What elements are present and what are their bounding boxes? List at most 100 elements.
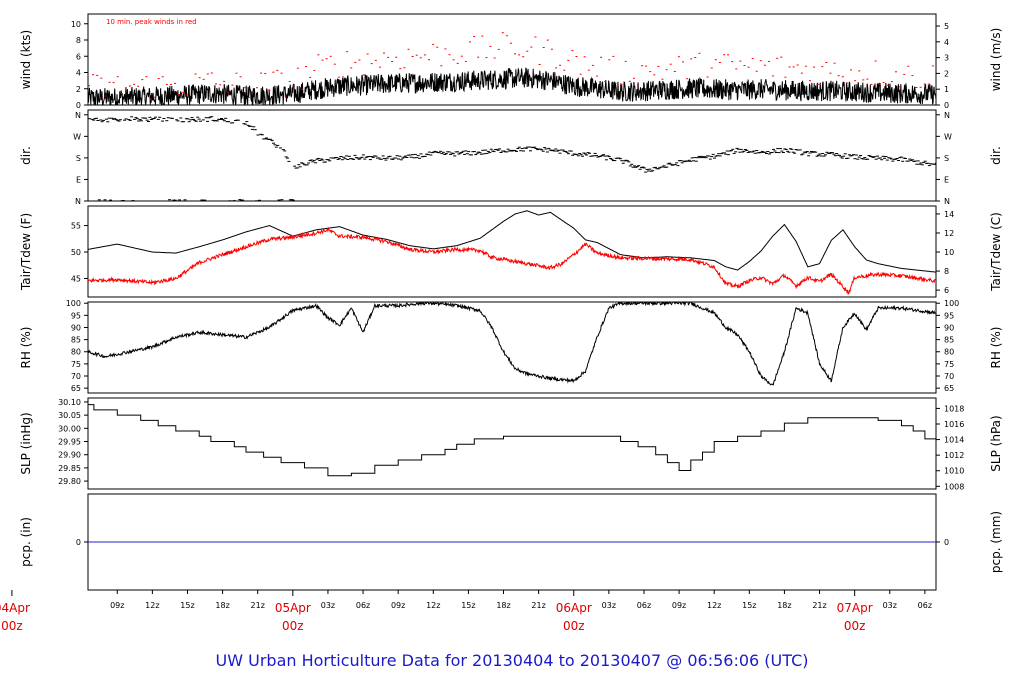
series-point-direction [538,148,542,150]
series-point-peak [542,47,545,48]
series-point-direction [894,158,898,160]
right-tick-label-wind: 5 [944,22,949,31]
series-point-direction [613,160,617,162]
series-point-direction [508,150,511,152]
series-point-direction [204,117,208,119]
series-point-direction [397,158,400,160]
series-point-direction [399,159,403,161]
series-point-direction [783,148,787,150]
series-point-direction [340,159,344,161]
series-point-direction [575,153,579,155]
series-point-direction [338,157,341,159]
x-tick-label: 09z [672,601,686,610]
series-point-peak [768,60,770,62]
series-point-peak [116,76,119,78]
series-point-direction [371,156,375,158]
series-point-direction [252,126,256,128]
series-point-peak [280,72,283,74]
series-point-direction [155,200,159,201]
series-point-peak [850,69,852,71]
series-point-direction [408,154,412,156]
series-point-peak [751,58,754,60]
series-point-direction [152,118,156,119]
series-SLP [88,404,936,477]
series-point-peak [657,65,660,67]
series-point-direction [901,160,905,162]
right-tick-label-temp: 10 [944,248,954,257]
series-point-direction [460,152,464,153]
series-point-direction [891,160,895,162]
series-point-direction [832,153,836,155]
right-tick-label-rh: 75 [944,360,954,369]
x-tick-label: 21z [251,601,265,610]
series-point-direction [154,116,157,118]
x-day-label: 00z [1,619,23,633]
left-tick-label-rh: 85 [71,336,81,345]
right-tick-label-rh: 70 [944,372,954,381]
series-point-direction [437,152,441,154]
series-point-direction [451,153,455,155]
series-point-direction [147,121,150,122]
series-point-peak [841,76,844,78]
series-point-direction [876,155,879,157]
series-point-direction [478,152,482,154]
right-tick-label-wind: 2 [944,69,949,78]
series-point-peak [178,94,181,95]
series-point-direction [635,166,639,168]
series-point-direction [346,159,350,160]
series-point-direction [374,155,378,157]
series-point-peak [723,54,725,56]
series-point-peak [469,41,471,43]
series-point-direction [609,158,613,159]
series-point-direction [825,151,829,153]
series-point-peak [780,56,783,58]
series-point-direction [481,149,485,151]
series-point-direction [861,158,865,160]
right-tick-label-wind: 3 [944,54,949,63]
series-point-direction [145,119,149,121]
series-point-direction [168,199,172,201]
series-point-direction [913,160,917,162]
series-point-direction [427,151,431,153]
series-point-direction [763,151,767,153]
series-point-peak [174,82,176,84]
series-point-direction [444,153,448,155]
series-point-direction [116,119,120,121]
series-point-direction [776,148,780,150]
series-point-peak [813,66,816,68]
series-point-direction [359,157,363,159]
series-point-direction [231,122,235,124]
series-point-direction [291,199,295,201]
series-point-direction [177,199,181,201]
series-point-direction [498,148,502,150]
x-tick-label: 15z [742,601,756,610]
series-point-peak [407,48,410,50]
series-point-direction [201,119,205,121]
series-point-direction [824,154,827,156]
series-point-direction [842,155,846,157]
series-point-direction [367,156,371,157]
series-point-direction [517,146,521,148]
series-point-peak [485,57,488,59]
series-point-direction [711,153,715,155]
series-point-direction [114,119,118,121]
series-point-direction [395,155,399,157]
series-point-peak [432,43,435,45]
series-point-direction [148,116,152,118]
series-point-direction [92,119,96,121]
series-line-Tair [88,210,936,273]
series-point-direction [544,148,548,150]
series-point-direction [676,165,680,167]
ylabel-right-pcp: pcp. (mm) [989,511,1003,573]
series-point-peak [710,67,713,69]
x-day-label: 05Apr [275,601,311,615]
series-point-direction [450,152,454,154]
series-point-direction [391,158,395,160]
series-point-direction [805,151,809,152]
series-point-peak [903,73,906,75]
series-point-direction [258,199,261,201]
x-tick-label: 03z [883,601,897,610]
series-point-direction [770,152,774,153]
series-point-direction [245,121,249,123]
series-point-peak [784,76,787,78]
